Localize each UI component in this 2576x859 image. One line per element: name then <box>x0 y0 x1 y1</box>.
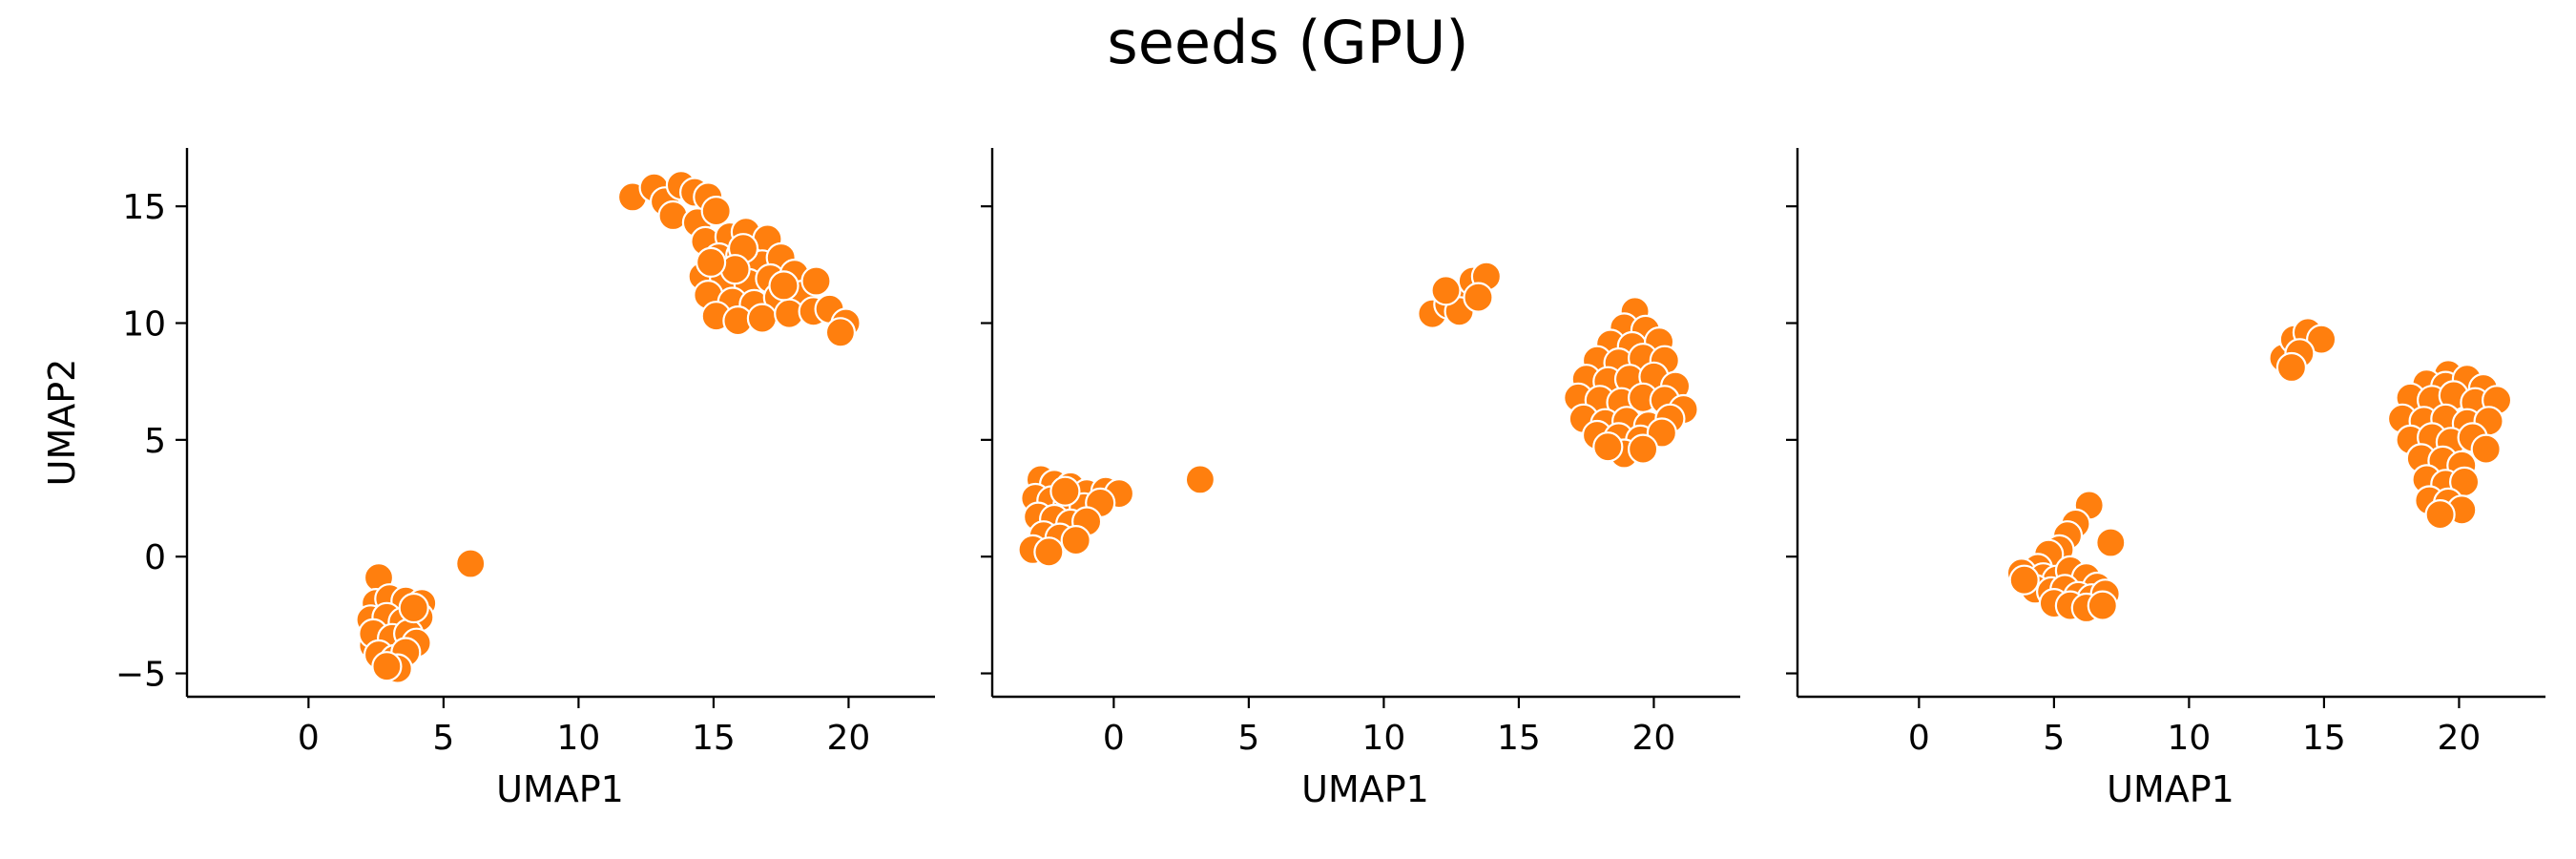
x-tick-label: 5 <box>2043 719 2065 758</box>
data-point <box>2008 564 2040 596</box>
y-axis-label: UMAP2 <box>41 359 83 487</box>
data-point <box>1430 275 1462 306</box>
data-point <box>455 548 487 579</box>
x-tick-label: 20 <box>1632 719 1676 758</box>
data-point <box>2424 498 2456 531</box>
x-tick-label: 0 <box>1103 719 1125 758</box>
data-point <box>2087 590 2118 621</box>
data-point <box>398 592 429 624</box>
data-point <box>824 317 857 348</box>
x-tick-label: 20 <box>2438 719 2482 758</box>
data-point <box>800 265 832 297</box>
data-point <box>2275 351 2307 384</box>
data-point <box>695 246 727 278</box>
data-point <box>2470 433 2502 465</box>
data-point <box>746 303 779 334</box>
x-tick-label: 15 <box>692 719 736 758</box>
x-tick-label: 5 <box>1237 719 1259 758</box>
data-point <box>1060 524 1091 556</box>
x-tick-label: 20 <box>827 719 871 758</box>
data-point <box>768 270 800 302</box>
x-tick-label: 0 <box>298 719 320 758</box>
figure-title: seeds (GPU) <box>1107 8 1469 77</box>
data-point <box>1033 536 1065 568</box>
data-point <box>1463 282 1494 313</box>
data-point <box>1592 431 1624 463</box>
x-axis-label: UMAP1 <box>496 768 624 810</box>
y-tick-label: 15 <box>122 188 166 227</box>
y-tick-label: 0 <box>144 538 166 577</box>
data-point <box>2095 527 2127 558</box>
x-axis-label: UMAP1 <box>2107 768 2234 810</box>
y-tick-label: −5 <box>115 656 166 695</box>
data-point <box>1049 475 1081 507</box>
y-tick-label: 10 <box>122 305 166 345</box>
x-tick-label: 0 <box>1908 719 1930 758</box>
data-point <box>1184 464 1216 495</box>
scatter-panel-3: 0 5 10 15 20 UMAP1 <box>1786 148 2545 810</box>
x-tick-label: 15 <box>1497 719 1541 758</box>
data-point <box>700 196 732 227</box>
x-tick-label: 5 <box>432 719 454 758</box>
x-axis-label: UMAP1 <box>1301 768 1429 810</box>
y-tick-label: 5 <box>144 422 166 461</box>
x-tick-label: 10 <box>1361 719 1405 758</box>
x-tick-label: 10 <box>2167 719 2211 758</box>
scatter-panel-1: 0 5 10 15 20 −5 0 5 10 15 UMAP1 UMAP2 <box>41 148 935 810</box>
data-point <box>2306 324 2337 355</box>
scatter-panel-2: 0 5 10 15 20 UMAP1 <box>981 148 1740 810</box>
data-point <box>371 651 403 682</box>
x-tick-label: 10 <box>556 719 600 758</box>
x-tick-label: 15 <box>2302 719 2346 758</box>
data-point <box>1627 433 1659 465</box>
